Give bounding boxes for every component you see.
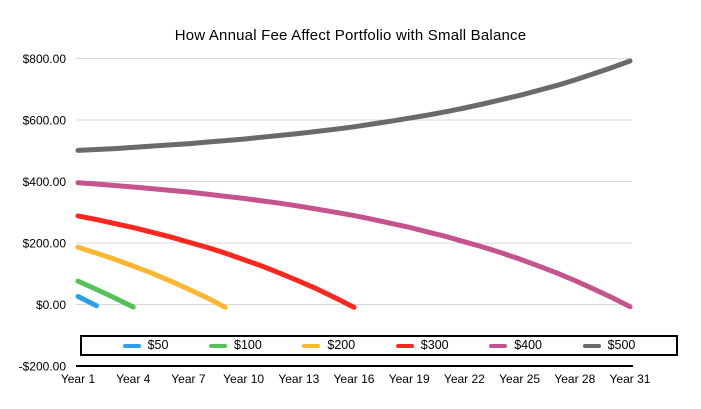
y-tick-label: $600.00: [23, 114, 67, 128]
x-tick-label: Year 7: [171, 372, 206, 386]
legend-swatch-line: [582, 343, 601, 348]
series-line-500: [75, 58, 633, 153]
series-line-200: [75, 244, 228, 310]
legend-swatch-line: [395, 343, 414, 348]
x-tick-label: Year 4: [116, 372, 151, 386]
legend-label: $100: [234, 338, 262, 353]
y-tick-label: $200.00: [23, 237, 67, 251]
legend-label: $300: [420, 338, 449, 353]
x-tick-label: Year 10: [223, 372, 264, 386]
x-tick-label: Year 16: [334, 372, 375, 386]
series-line-300: [75, 213, 357, 310]
legend-item: $300: [395, 338, 449, 353]
legend-swatch-line: [209, 343, 228, 348]
legend-label: $200: [327, 338, 356, 353]
x-tick-label: Year 19: [389, 372, 430, 386]
x-tick-label: Year 31: [610, 372, 651, 386]
legend-item: $100: [209, 339, 262, 352]
x-tick-label: Year 22: [444, 372, 485, 386]
x-tick-label: Year 28: [554, 372, 595, 386]
legend-item: $500: [582, 338, 636, 353]
legend-swatch-line: [302, 343, 321, 348]
legend-swatch-line: [489, 343, 508, 348]
series-line-100: [75, 278, 136, 310]
legend-item: $50: [122, 338, 169, 353]
y-tick-label: $400.00: [23, 175, 67, 189]
y-tick-label: $800.00: [23, 52, 67, 66]
legend-swatch-line: [122, 343, 141, 348]
x-tick-label: Year 13: [278, 372, 319, 386]
legend-item: $400: [489, 339, 542, 352]
y-tick-label: -$200.00: [19, 360, 67, 374]
legend: $50 $100 $200 $300 $400 $500: [80, 335, 678, 356]
x-tick-label: Year 1: [61, 372, 96, 386]
legend-label: $50: [147, 338, 169, 353]
legend-item: $200: [302, 339, 355, 352]
chart-title: How Annual Fee Affect Portfolio with Sma…: [174, 27, 527, 44]
series-line-50: [75, 294, 99, 309]
series-line-400: [75, 180, 633, 310]
x-tick-label: Year 25: [499, 372, 540, 386]
y-tick-label: $0.00: [36, 298, 66, 312]
legend-label: $400: [514, 338, 542, 353]
legend-label: $500: [607, 338, 636, 353]
